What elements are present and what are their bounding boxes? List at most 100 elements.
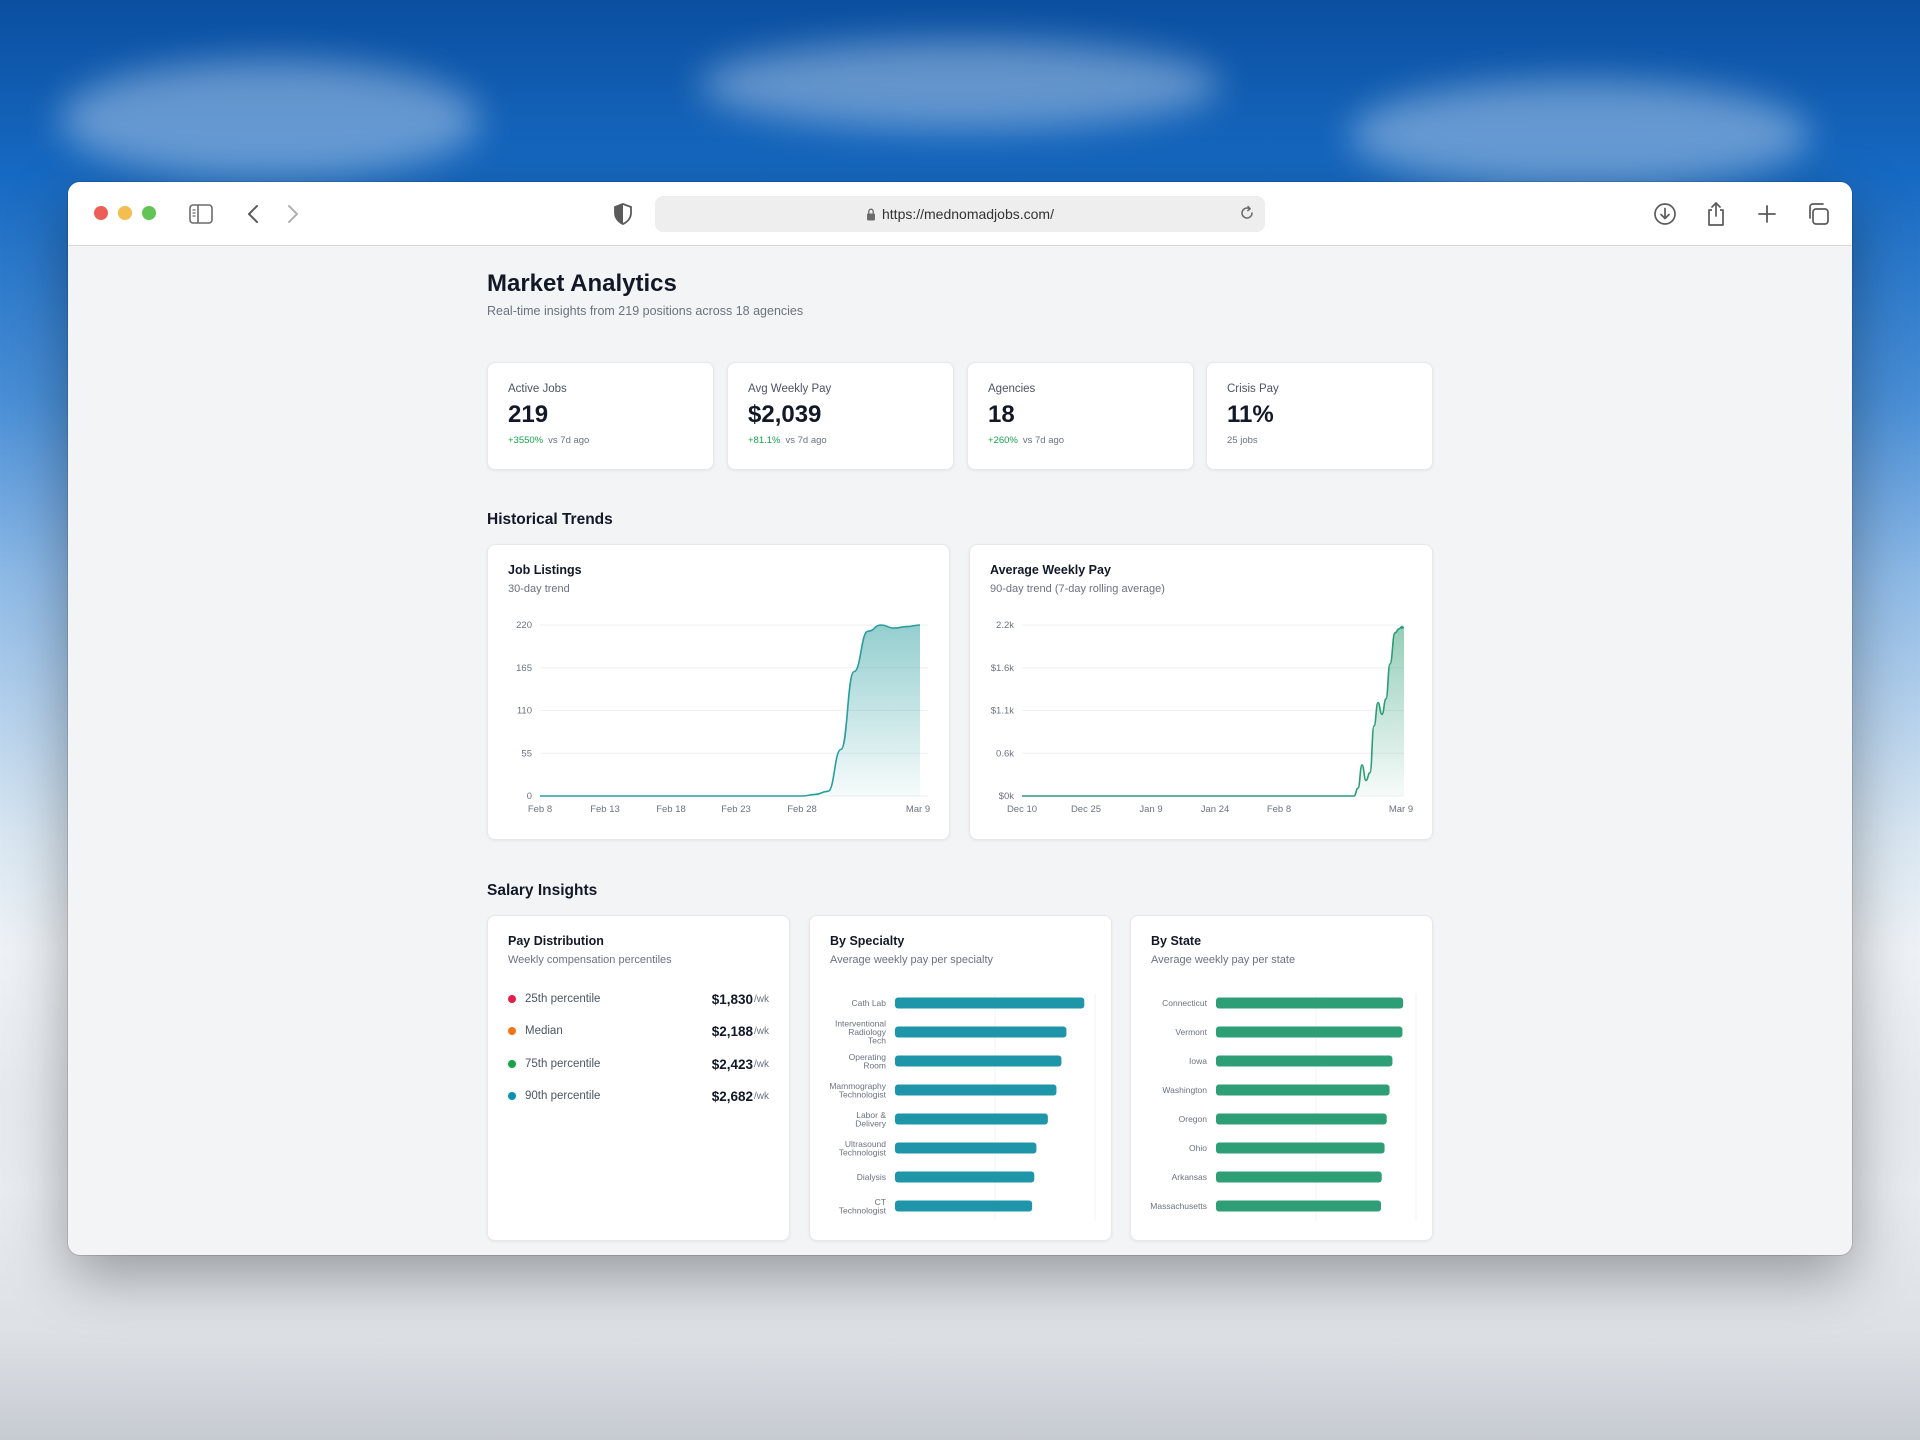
address-bar[interactable]: https://mednomadjobs.com/ [655,196,1265,232]
y-tick-label: 55 [521,748,532,759]
percentile-label: Median [525,1025,563,1037]
share-icon[interactable] [1702,200,1730,228]
browser-window: https://mednomadjobs.com/ Market Analyti… [68,182,1852,1255]
kpi-change: +3550% [508,435,544,446]
downloads-icon[interactable] [1651,200,1679,228]
card-title: Average Weekly Pay [990,563,1111,577]
kpi-footer: 25 jobs [1227,435,1412,446]
salary-insights-heading: Salary Insights [487,882,598,899]
pay-distribution-card: Pay Distribution Weekly compensation per… [487,915,790,1241]
kpi-value: 219 [508,401,549,428]
x-tick-label: Dec 10 [1007,804,1037,815]
kpi-jobs-count: 25 jobs [1227,435,1258,446]
kpi-card-agencies: Agencies 18 +260% vs 7d ago [967,362,1194,470]
bar [1216,1026,1403,1038]
percentile-value: $2,188 [711,1023,753,1039]
card-subtitle: 30-day trend [508,583,570,595]
card-title: By Specialty [830,934,905,948]
sidebar-toggle-icon[interactable] [187,200,215,228]
category-label: Interventional Radiology Tech [835,1019,887,1046]
card-subtitle: Average weekly pay per specialty [830,954,994,966]
page-title: Market Analytics [487,270,677,297]
card-title: Pay Distribution [508,934,604,948]
card-title: By State [1151,934,1202,948]
y-tick-label: 220 [516,620,532,631]
y-tick-label: $0k [999,791,1015,802]
percentile-dot [508,1060,516,1068]
x-tick-label: Mar 9 [1389,804,1413,815]
bar [895,997,1085,1009]
percentile-value: $1,830 [711,991,753,1007]
percentile-value: $2,423 [711,1056,753,1072]
kpi-footer: +3550% vs 7d ago [508,435,693,446]
category-label: Arkansas [1172,1172,1207,1182]
percentile-unit: /wk [754,1025,769,1037]
percentile-value: $2,682 [711,1088,753,1104]
y-tick-label: $1.1k [991,706,1014,717]
close-window-button[interactable] [94,206,108,220]
forward-icon[interactable] [279,200,307,228]
category-label: Operating Room [849,1052,887,1071]
kpi-card-avg-weekly-pay: Avg Weekly Pay $2,039 +81.1% vs 7d ago [727,362,954,470]
y-tick-label: 110 [517,706,532,717]
category-label: Ultrasound Technologist [839,1139,887,1158]
job-listings-chart: 0 55 110 165 220 Feb 8 Feb 13 Feb 18 Feb 23 Feb 2… [516,620,930,815]
kpi-value: 11% [1227,401,1274,428]
x-tick-label: Feb 28 [787,804,817,815]
kpi-label: Agencies [988,383,1036,395]
percentile-label: 25th percentile [525,993,601,1005]
bar [1216,1200,1381,1212]
bar [1216,1142,1385,1154]
privacy-shield-icon[interactable] [609,200,637,228]
percentile-dot [508,995,516,1003]
category-label: Oregon [1179,1114,1208,1124]
page-content: Market Analytics Real-time insights from… [68,246,1852,1255]
percentile-row-median: Median $2,188/wk [508,1021,769,1041]
bar [895,1055,1062,1067]
kpi-change-suffix: vs 7d ago [548,435,590,446]
series-line [1022,625,1405,797]
minimize-window-button[interactable] [118,206,132,220]
x-tick-label: Feb 23 [721,804,751,815]
kpi-card-active-jobs: Active Jobs 219 +3550% vs 7d ago [487,362,714,470]
kpi-label: Crisis Pay [1227,383,1279,395]
percentile-unit: /wk [754,993,769,1005]
x-tick-label: Feb 18 [656,804,686,815]
y-tick-label: 0.6k [996,748,1014,759]
by-state-card: By State Average weekly pay per state Co… [1130,915,1433,1241]
percentile-dot [508,1092,516,1100]
percentile-label: 90th percentile [525,1090,601,1102]
bar [1216,997,1404,1009]
url-text: https://mednomadjobs.com/ [882,206,1054,222]
bar [895,1113,1048,1125]
y-tick-label: 0 [527,791,532,802]
zoom-window-button[interactable] [142,206,156,220]
back-icon[interactable] [239,200,267,228]
category-label: Washington [1162,1085,1207,1095]
x-tick-label: Feb 8 [528,804,552,815]
browser-toolbar: https://mednomadjobs.com/ [68,182,1852,246]
category-label: Labor & Delivery [855,1110,886,1129]
bar [1216,1171,1382,1183]
category-label: Dialysis [857,1172,886,1182]
x-tick-label: Jan 24 [1201,804,1230,815]
kpi-change: +81.1% [748,435,781,446]
percentile-row-75th: 75th percentile $2,423/wk [508,1054,769,1074]
percentile-row-90th: 90th percentile $2,682/wk [508,1086,769,1106]
new-tab-icon[interactable] [1753,200,1781,228]
kpi-change-suffix: vs 7d ago [785,435,827,446]
percentile-unit: /wk [754,1090,769,1102]
bar [1216,1055,1393,1067]
tab-overview-icon[interactable] [1804,200,1832,228]
percentile-row-25th: 25th percentile $1,830/wk [508,989,769,1009]
x-tick-label: Mar 9 [906,804,930,815]
x-tick-label: Feb 13 [590,804,620,815]
category-label: Ohio [1189,1143,1207,1153]
x-tick-label: Feb 8 [1267,804,1291,815]
category-label: CT Technologist [839,1197,887,1216]
x-tick-label: Jan 9 [1139,804,1162,815]
job-listings-card: Job Listings 30-day trend 0 55 110 165 220 Fe… [487,544,950,840]
bar [1216,1113,1387,1125]
kpi-label: Active Jobs [508,383,567,395]
reload-icon[interactable] [1239,205,1255,221]
